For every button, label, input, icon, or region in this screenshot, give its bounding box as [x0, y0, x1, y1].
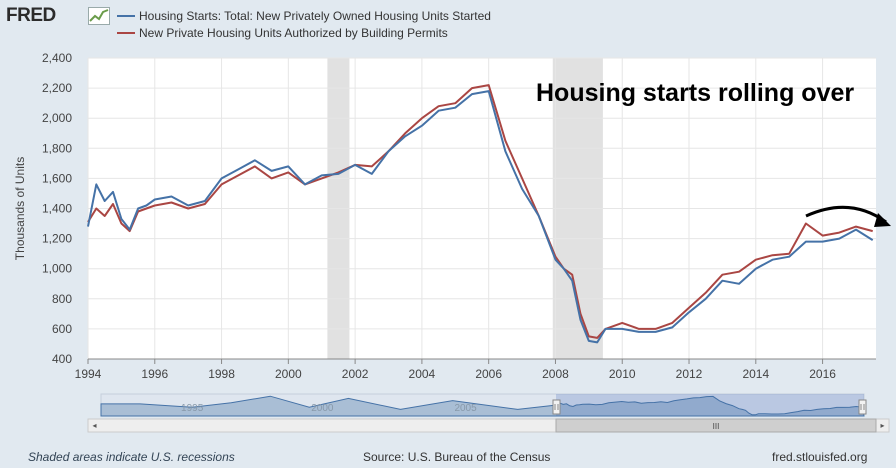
legend-item-starts[interactable]: Housing Starts: Total: New Privately Own… — [117, 9, 491, 23]
y-tick-label: 600 — [52, 322, 72, 336]
recession-note: Shaded areas indicate U.S. recessions — [28, 450, 235, 464]
legend-label-permits: New Private Housing Units Authorized by … — [139, 26, 448, 40]
series-line-permits — [87, 84, 873, 339]
y-tick-label: 800 — [52, 292, 72, 306]
x-tick-label: 2006 — [475, 367, 502, 381]
x-tick-label: 2014 — [742, 367, 769, 381]
y-tick-label: 1,600 — [42, 171, 72, 185]
y-tick-label: 2,400 — [42, 51, 72, 65]
y-tick-label: 1,200 — [42, 232, 72, 246]
navigator-label: 1995 — [181, 403, 204, 414]
y-tick-label: 1,800 — [42, 141, 72, 155]
y-tick-label: 1,400 — [42, 202, 72, 216]
x-tick-label: 2008 — [542, 367, 569, 381]
legend-swatch-starts — [117, 15, 135, 17]
x-tick-label: 2010 — [609, 367, 636, 381]
legend-swatch-permits — [117, 32, 135, 34]
x-tick-label: 1998 — [208, 367, 235, 381]
y-tick-label: 1,000 — [42, 262, 72, 276]
fred-logo[interactable]: FRED — [6, 5, 56, 26]
navigator-selected-range — [556, 394, 864, 416]
scroll-left-button[interactable]: ◂ — [92, 421, 97, 430]
x-tick-label: 1994 — [75, 367, 102, 381]
y-tick-label: 2,200 — [42, 81, 72, 95]
legend-item-permits[interactable]: New Private Housing Units Authorized by … — [117, 26, 448, 40]
x-tick-label: 2004 — [409, 367, 436, 381]
legend-label-starts: Housing Starts: Total: New Privately Own… — [139, 9, 491, 23]
x-tick-label: 2016 — [809, 367, 836, 381]
x-tick-label: 2002 — [342, 367, 369, 381]
scrollbar-thumb-grip: III — [713, 422, 720, 431]
scrollbar-thumb — [555, 418, 877, 433]
x-tick-label: 2012 — [676, 367, 703, 381]
y-tick-label: 2,000 — [42, 111, 72, 125]
chart-annotation: Housing starts rolling over — [536, 79, 855, 107]
scroll-right-button[interactable]: ▸ — [880, 421, 885, 430]
navigator-handle — [552, 399, 561, 415]
y-tick-label: 400 — [52, 352, 72, 366]
navigator-handle — [858, 399, 867, 415]
x-tick-label: 1996 — [141, 367, 168, 381]
plot-area: 400 600 800 1,000 1,200 1,400 1,600 1,800 2,000 2… — [13, 51, 876, 381]
trend-arrow — [805, 205, 891, 227]
series-line-starts — [87, 90, 874, 344]
trend-arrow-head — [874, 213, 891, 227]
y-axis-title: Thousands of Units — [13, 157, 27, 260]
line-chart-icon — [88, 7, 110, 25]
x-tick-label: 2000 — [275, 367, 302, 381]
navigator-label: 2000 — [311, 403, 334, 414]
source-text: Source: U.S. Bureau of the Census — [363, 450, 551, 464]
navigator-label: 2005 — [454, 403, 477, 414]
fred-url-link[interactable]: fred.stlouisfed.org — [772, 450, 868, 464]
